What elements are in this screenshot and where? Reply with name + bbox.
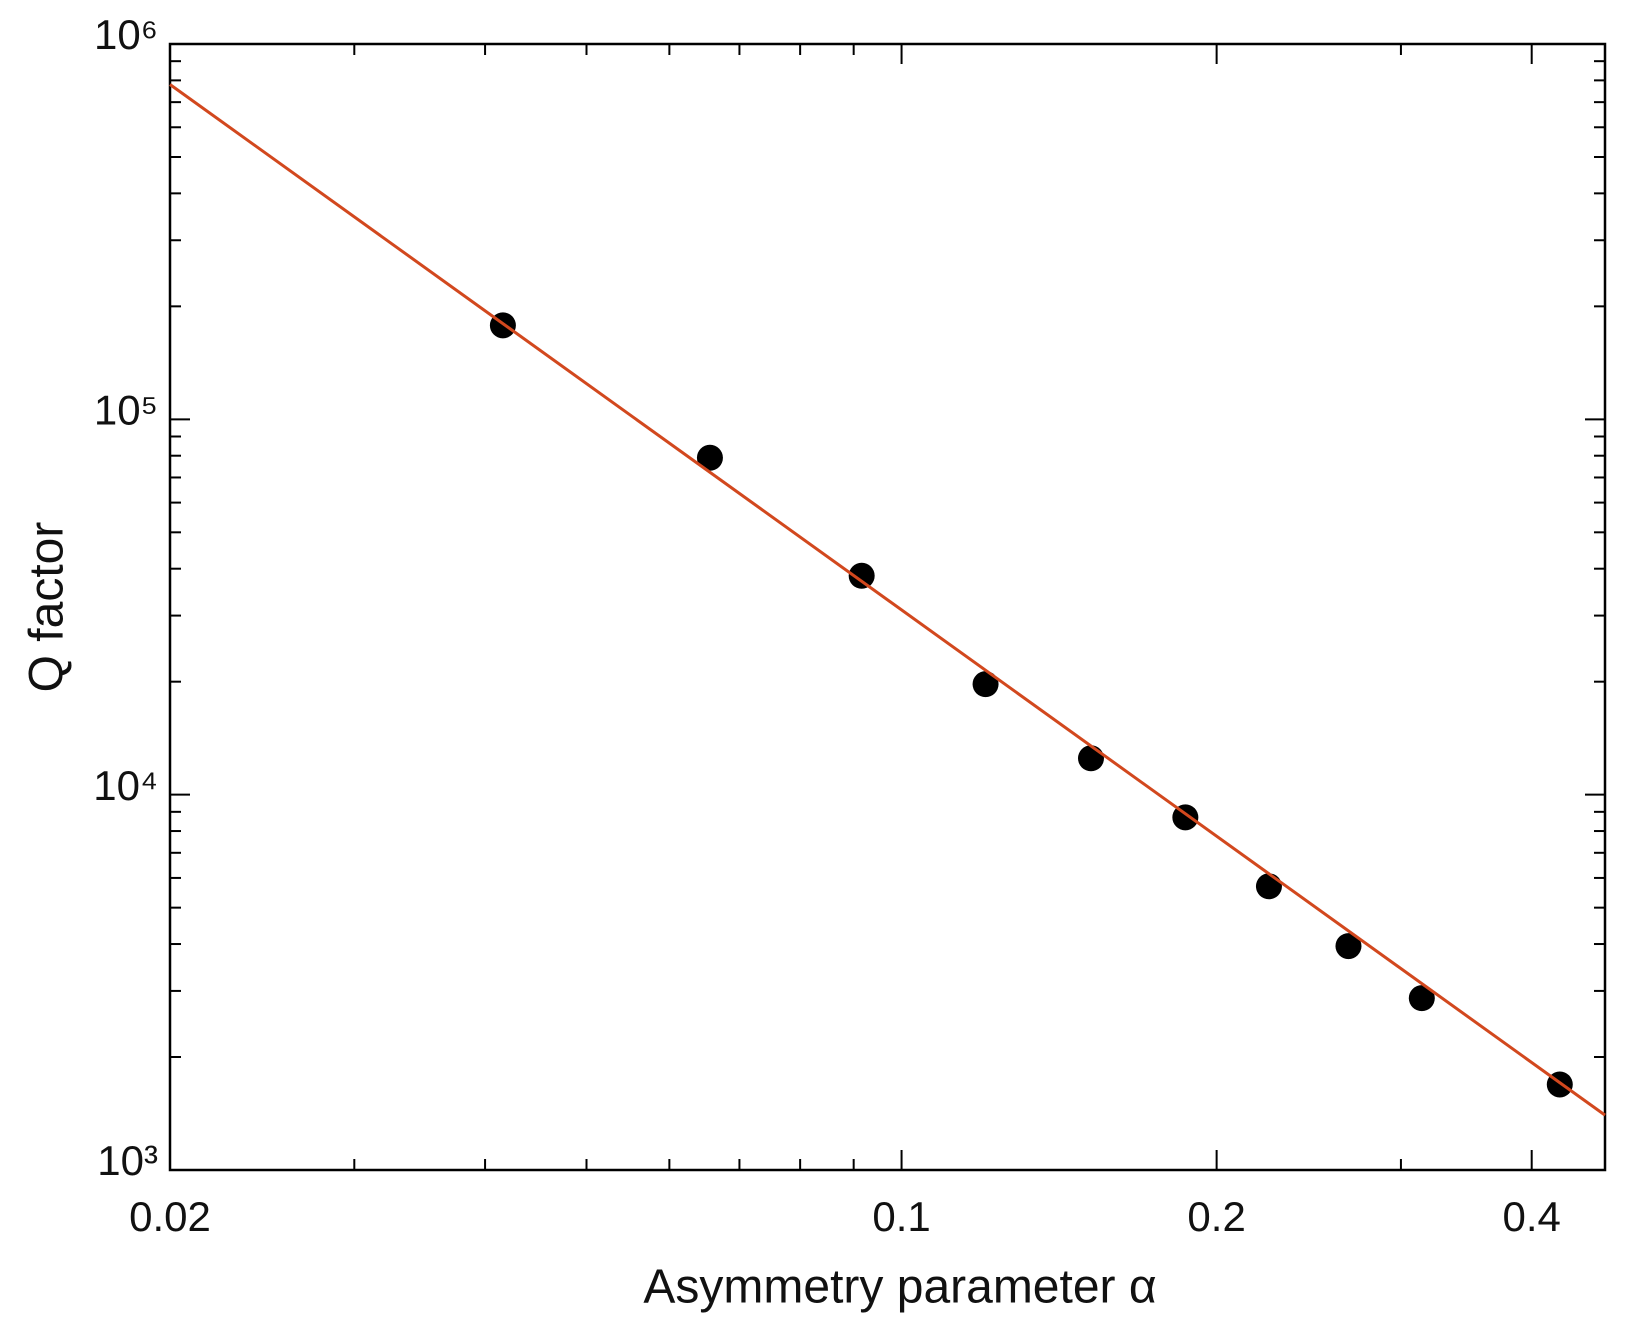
y-tick-label: 10⁴ [93, 762, 158, 809]
data-point [1335, 933, 1362, 960]
x-tick-label: 0.02 [129, 1193, 211, 1240]
data-point [696, 444, 723, 471]
x-tick-label: 0.4 [1503, 1193, 1561, 1240]
x-tick-label: 0.1 [872, 1193, 930, 1240]
data-point [1408, 985, 1435, 1012]
x-tick-label: 0.2 [1187, 1193, 1245, 1240]
data-point [972, 671, 999, 698]
y-tick-label: 10³ [97, 1137, 158, 1184]
data-point [1077, 745, 1104, 772]
x-axis-label: Asymmetry parameter α [643, 1261, 1156, 1314]
plot-frame [168, 42, 1607, 1172]
y-tick-label: 10⁵ [94, 386, 158, 433]
data-point [848, 562, 875, 589]
y-axis-label: Q factor [21, 522, 74, 693]
y-tick-label: 10⁶ [94, 11, 158, 58]
data-point [1255, 873, 1282, 900]
fit-line [169, 83, 1606, 1117]
